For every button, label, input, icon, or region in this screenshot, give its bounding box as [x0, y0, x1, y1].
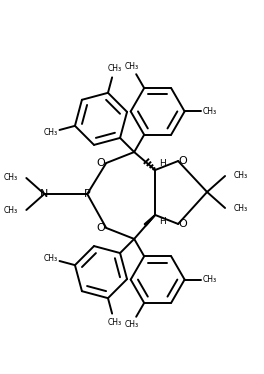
Text: CH₃: CH₃: [44, 128, 58, 137]
Text: CH₃: CH₃: [234, 205, 248, 214]
Text: P: P: [84, 189, 91, 199]
Text: CH₃: CH₃: [107, 64, 121, 73]
Text: N: N: [40, 189, 49, 199]
Text: O: O: [97, 158, 106, 168]
Text: CH₃: CH₃: [125, 320, 139, 329]
Text: CH₃: CH₃: [3, 206, 17, 215]
Polygon shape: [144, 215, 155, 226]
Text: H: H: [159, 159, 166, 168]
Text: CH₃: CH₃: [44, 254, 58, 263]
Text: O: O: [179, 156, 187, 166]
Text: O: O: [179, 219, 187, 229]
Text: CH₃: CH₃: [125, 62, 139, 71]
Text: H: H: [159, 217, 166, 226]
Text: CH₃: CH₃: [202, 275, 217, 284]
Text: CH₃: CH₃: [3, 172, 17, 181]
Text: O: O: [97, 223, 106, 233]
Text: CH₃: CH₃: [234, 171, 248, 180]
Text: CH₃: CH₃: [202, 107, 217, 116]
Text: CH₃: CH₃: [107, 318, 121, 327]
